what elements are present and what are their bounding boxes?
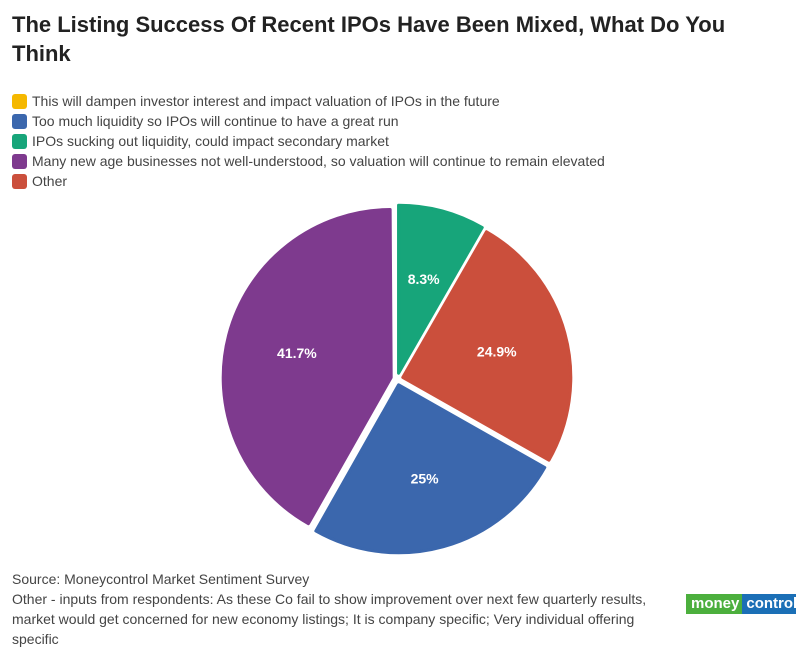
slice-label: 24.9% (477, 344, 517, 360)
legend-label: Many new age businesses not well-underst… (32, 153, 605, 169)
legend-swatch (12, 173, 27, 189)
moneycontrol-logo: money control (686, 594, 796, 614)
legend-swatch (12, 93, 27, 109)
legend-label: Other (32, 173, 68, 189)
legend-label: Too much liquidity so IPOs will continue… (32, 113, 399, 129)
legend-item[interactable]: Many new age businesses not well-underst… (12, 151, 605, 171)
pie-slice[interactable] (401, 230, 573, 462)
legend-label: This will dampen investor interest and i… (32, 93, 500, 109)
legend-swatch (12, 153, 27, 169)
legend-item[interactable]: Other (12, 171, 605, 191)
legend: This will dampen investor interest and i… (12, 91, 605, 191)
pie-slice[interactable] (397, 203, 484, 375)
footer: Source: Moneycontrol Market Sentiment Su… (12, 569, 682, 649)
legend-swatch (12, 113, 27, 129)
legend-item[interactable]: IPOs sucking out liquidity, could impact… (12, 131, 605, 151)
legend-item[interactable]: Too much liquidity so IPOs will continue… (12, 111, 605, 131)
slice-label: 41.7% (277, 345, 317, 361)
note-text: Other - inputs from respondents: As thes… (12, 591, 647, 647)
source-text: Source: Moneycontrol Market Sentiment Su… (12, 571, 310, 587)
legend-label: IPOs sucking out liquidity, could impact… (32, 133, 389, 149)
pie-slice[interactable] (221, 207, 393, 526)
pie-slice[interactable] (314, 383, 547, 555)
slice-label: 8.3% (408, 271, 440, 287)
chart-title: The Listing Success Of Recent IPOs Have … (12, 12, 726, 66)
legend-item[interactable]: This will dampen investor interest and i… (12, 91, 605, 111)
slice-label: 25% (411, 471, 440, 487)
legend-swatch (12, 133, 27, 149)
